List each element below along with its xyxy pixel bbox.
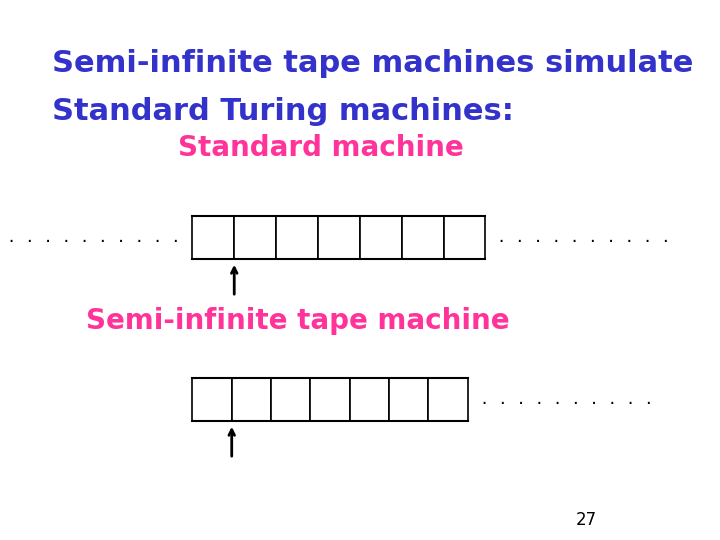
Text: Standard machine: Standard machine bbox=[179, 134, 464, 162]
FancyBboxPatch shape bbox=[389, 378, 428, 421]
Text: Standard Turing machines:: Standard Turing machines: bbox=[52, 97, 513, 126]
Text: 27: 27 bbox=[575, 511, 597, 529]
FancyBboxPatch shape bbox=[444, 216, 485, 259]
FancyBboxPatch shape bbox=[310, 378, 350, 421]
FancyBboxPatch shape bbox=[192, 216, 234, 259]
FancyBboxPatch shape bbox=[350, 378, 389, 421]
FancyBboxPatch shape bbox=[318, 216, 360, 259]
Text: Semi-infinite tape machines simulate: Semi-infinite tape machines simulate bbox=[52, 49, 693, 78]
FancyBboxPatch shape bbox=[360, 216, 402, 259]
Text: . . . . . . . . . .: . . . . . . . . . . bbox=[480, 392, 653, 407]
Text: Semi-infinite tape machine: Semi-infinite tape machine bbox=[86, 307, 510, 335]
FancyBboxPatch shape bbox=[276, 216, 318, 259]
FancyBboxPatch shape bbox=[402, 216, 444, 259]
Text: . . . . . . . . . .: . . . . . . . . . . bbox=[497, 230, 670, 245]
Text: . . . . . . . . . .: . . . . . . . . . . bbox=[7, 230, 181, 245]
FancyBboxPatch shape bbox=[234, 216, 276, 259]
FancyBboxPatch shape bbox=[192, 378, 232, 421]
FancyBboxPatch shape bbox=[428, 378, 468, 421]
FancyBboxPatch shape bbox=[232, 378, 271, 421]
FancyBboxPatch shape bbox=[271, 378, 310, 421]
